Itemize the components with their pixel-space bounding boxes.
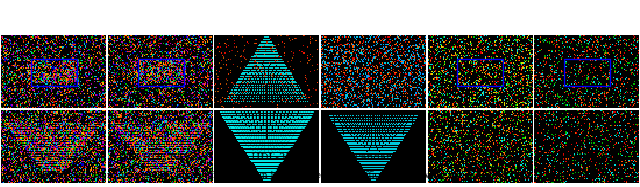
Text: (a) VLS-128: (a) VLS-128 xyxy=(22,152,84,161)
Text: Fig. 3: LiDAR data from our results, which affects shown in the order from (diff: Fig. 3: LiDAR data from our results, whi… xyxy=(6,171,531,180)
Bar xyxy=(138,59,184,86)
Bar xyxy=(564,59,610,86)
Text: (c) HDL-32E: (c) HDL-32E xyxy=(234,152,300,161)
Text: (b) HDL-64S2: (b) HDL-64S2 xyxy=(124,152,196,161)
Text: (f) OS1-64: (f) OS1-64 xyxy=(559,152,614,161)
Bar xyxy=(31,59,77,86)
Bar xyxy=(458,59,504,86)
Text: (d) Pandar40P: (d) Pandar40P xyxy=(336,152,411,161)
Text: (e) RS-Lidar32: (e) RS-Lidar32 xyxy=(441,152,519,161)
